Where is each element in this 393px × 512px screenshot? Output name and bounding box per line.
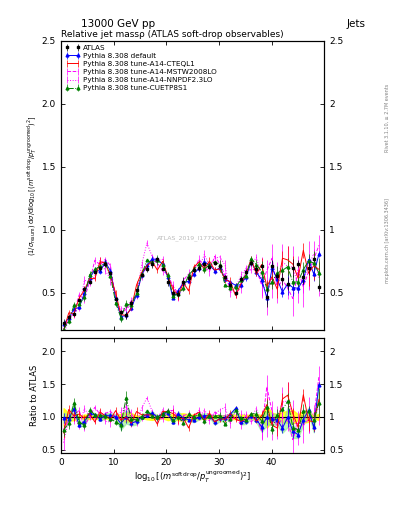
Text: Jets: Jets: [347, 19, 365, 30]
X-axis label: $\log_{10}[(m^{\rm soft\,drop}/p_T^{\rm ungroomed})^2]$: $\log_{10}[(m^{\rm soft\,drop}/p_T^{\rm …: [134, 468, 251, 485]
Legend: ATLAS, Pythia 8.308 default, Pythia 8.308 tune-A14-CTEQL1, Pythia 8.308 tune-A14: ATLAS, Pythia 8.308 default, Pythia 8.30…: [63, 43, 219, 93]
Text: ATLAS_2019_I1772062: ATLAS_2019_I1772062: [157, 235, 228, 241]
Y-axis label: $(1/\sigma_{\rm resum})$ d$\sigma$/d$\log_{10}[(m^{\rm soft\,drop}/p_T^{\rm ungr: $(1/\sigma_{\rm resum})$ d$\sigma$/d$\lo…: [26, 115, 39, 256]
Text: mcplots.cern.ch [arXiv:1306.3436]: mcplots.cern.ch [arXiv:1306.3436]: [385, 198, 389, 283]
Text: 13000 GeV pp: 13000 GeV pp: [81, 19, 155, 30]
Text: Relative jet massρ (ATLAS soft-drop observables): Relative jet massρ (ATLAS soft-drop obse…: [61, 30, 283, 39]
Y-axis label: Ratio to ATLAS: Ratio to ATLAS: [30, 365, 39, 426]
Text: Rivet 3.1.10, ≥ 2.7M events: Rivet 3.1.10, ≥ 2.7M events: [385, 83, 389, 152]
